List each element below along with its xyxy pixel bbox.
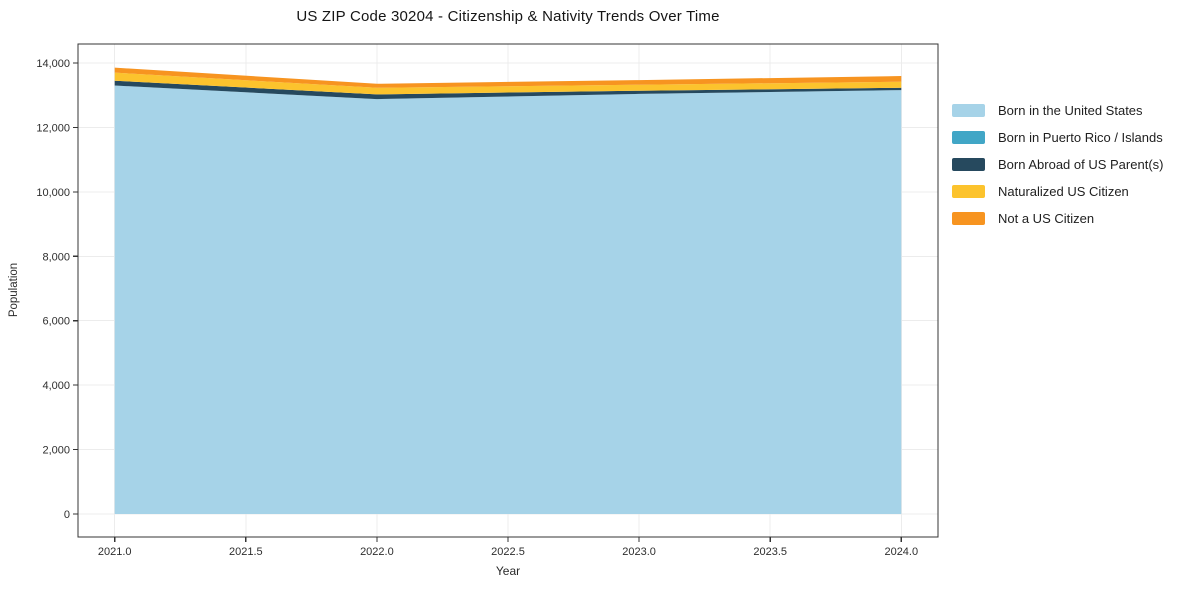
legend-swatch bbox=[952, 158, 985, 171]
x-tick-label: 2024.0 bbox=[884, 546, 918, 558]
area-series-0 bbox=[114, 85, 902, 514]
legend-swatch bbox=[952, 104, 985, 117]
y-tick-label: 10,000 bbox=[36, 187, 70, 199]
chart-title: US ZIP Code 30204 - Citizenship & Nativi… bbox=[296, 8, 720, 25]
legend-item-2: Born Abroad of US Parent(s) bbox=[952, 151, 1163, 178]
x-tick-label: 2022.0 bbox=[360, 546, 394, 558]
area-series-3 bbox=[114, 72, 902, 95]
x-axis-label: Year bbox=[495, 564, 521, 578]
x-tick-label: 2023.5 bbox=[753, 546, 787, 558]
x-tick-label: 2021.0 bbox=[98, 546, 132, 558]
y-tick-label: 14,000 bbox=[36, 58, 70, 70]
legend-item-4: Not a US Citizen bbox=[952, 205, 1163, 232]
y-tick-label: 4,000 bbox=[42, 380, 70, 392]
y-tick-label: 12,000 bbox=[36, 122, 70, 134]
y-tick-label: 6,000 bbox=[42, 316, 70, 328]
legend-label: Born in the United States bbox=[998, 103, 1143, 118]
legend-swatch bbox=[952, 185, 985, 198]
legend-item-0: Born in the United States bbox=[952, 97, 1163, 124]
area-series-2 bbox=[114, 80, 902, 100]
legend-label: Born Abroad of US Parent(s) bbox=[998, 157, 1164, 172]
legend-item-3: Naturalized US Citizen bbox=[952, 178, 1163, 205]
y-tick-label: 8,000 bbox=[42, 251, 70, 263]
y-tick-label: 0 bbox=[64, 509, 70, 521]
y-tick-label: 2,000 bbox=[42, 445, 70, 457]
legend-label: Not a US Citizen bbox=[998, 211, 1095, 226]
legend-swatch bbox=[952, 212, 985, 225]
y-axis-label: Population bbox=[8, 262, 20, 318]
x-tick-label: 2022.5 bbox=[491, 546, 525, 558]
x-tick-label: 2023.0 bbox=[622, 546, 656, 558]
legend: Born in the United States Born in Puerto … bbox=[952, 97, 1163, 232]
legend-item-1: Born in Puerto Rico / Islands bbox=[952, 124, 1163, 151]
legend-label: Naturalized US Citizen bbox=[998, 184, 1129, 199]
legend-swatch bbox=[952, 131, 985, 144]
area-series-4 bbox=[114, 67, 902, 88]
legend-label: Born in Puerto Rico / Islands bbox=[998, 130, 1163, 145]
x-tick-label: 2021.5 bbox=[229, 546, 263, 558]
